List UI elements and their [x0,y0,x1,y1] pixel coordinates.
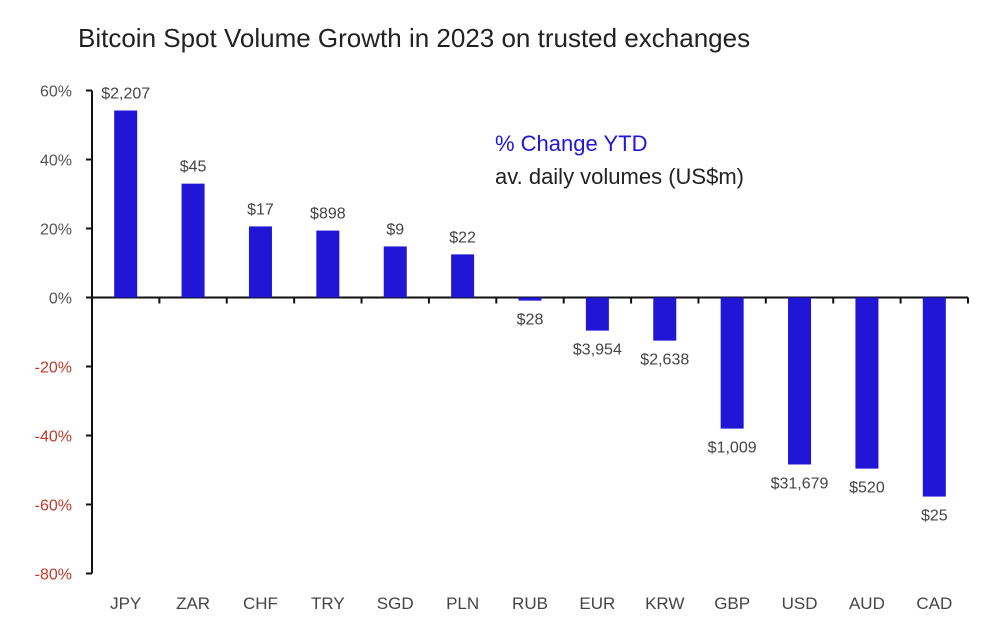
legend-annotation-label: av. daily volumes (US$m) [495,164,744,189]
chart-title: Bitcoin Spot Volume Growth in 2023 on tr… [78,23,750,53]
data-label-aud: $520 [849,480,885,497]
bar-jpy [114,110,138,298]
data-label-krw: $2,638 [640,352,689,369]
x-tick-label: USD [782,594,818,613]
data-label-chf: $17 [247,201,274,218]
bar-rub [518,297,542,301]
data-label-cad: $25 [921,508,948,525]
y-tick-label: 60% [40,84,72,101]
x-tick-label: EUR [579,594,615,613]
bar-try [316,230,340,298]
data-label-jpy: $2,207 [101,86,150,103]
bar-pln [451,254,475,298]
bar-zar [181,183,205,298]
y-tick-label: -60% [35,498,72,515]
bar-krw [653,297,677,341]
data-label-try: $898 [310,206,346,223]
y-tick-label: 20% [40,222,72,239]
y-tick-label: -80% [35,567,72,584]
bar-eur [585,297,609,331]
x-tick-label: TRY [311,594,345,613]
bar-gbp [720,297,744,429]
y-tick-label: 0% [49,291,72,308]
data-label-usd: $31,679 [771,475,829,492]
data-label-gbp: $1,009 [708,440,757,457]
bar-cad [922,297,946,497]
bar-chf [248,226,272,298]
x-tick-label: KRW [645,594,684,613]
x-tick-label: GBP [714,594,750,613]
data-label-sgd: $9 [386,221,404,238]
y-tick-label: -20% [35,360,72,377]
data-label-zar: $45 [180,159,207,176]
data-label-eur: $3,954 [573,342,622,359]
bar-sgd [383,246,407,298]
x-tick-label: ZAR [176,594,210,613]
x-tick-label: AUD [849,594,885,613]
x-tick-label: SGD [377,594,414,613]
bars [114,110,946,497]
y-tick-label: -40% [35,429,72,446]
legend-series-label: % Change YTD [495,131,647,156]
y-axis: 60% 40% 20% 0% -20% -40% -60% -80% [35,84,93,584]
bar-aud [855,297,879,469]
x-tick-label: JPY [110,594,141,613]
data-label-rub: $28 [517,312,544,329]
x-axis: JPY ZAR CHF TRY SGD PLN RUB EUR KRW GBP USD AUD CAD [86,296,969,613]
x-tick-label: RUB [512,594,548,613]
x-tick-label: PLN [446,594,479,613]
data-label-pln: $22 [449,229,476,246]
data-labels: $2,207 $45 $17 $898 $9 $22 $28 $3,954 $2,638 $1,0… [101,86,948,525]
x-tick-label: CAD [916,594,952,613]
bar-usd [788,297,812,465]
x-tick-label: CHF [243,594,278,613]
y-tick-label: 40% [40,153,72,170]
